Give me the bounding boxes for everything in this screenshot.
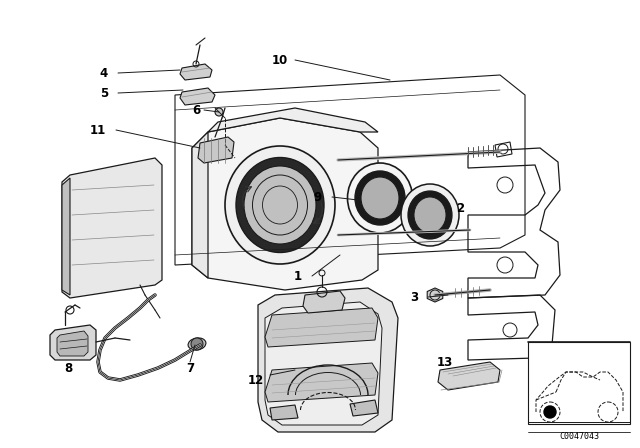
Polygon shape <box>270 405 298 420</box>
Text: 5: 5 <box>100 86 108 99</box>
Polygon shape <box>265 308 378 347</box>
Text: 6: 6 <box>192 103 200 116</box>
Text: 10: 10 <box>272 53 288 66</box>
Polygon shape <box>265 302 382 425</box>
Text: 13: 13 <box>437 356 453 369</box>
Circle shape <box>544 406 556 418</box>
Text: 1: 1 <box>294 270 302 283</box>
Polygon shape <box>303 291 345 313</box>
Text: 2: 2 <box>456 202 464 215</box>
Polygon shape <box>192 118 378 290</box>
Polygon shape <box>192 132 208 278</box>
Polygon shape <box>258 288 398 432</box>
Polygon shape <box>62 178 70 295</box>
Text: C0047043: C0047043 <box>559 431 599 440</box>
Bar <box>528 342 630 424</box>
Polygon shape <box>350 400 378 416</box>
Text: 4: 4 <box>100 66 108 79</box>
Ellipse shape <box>348 163 413 233</box>
Text: 7: 7 <box>186 362 194 375</box>
Text: 8: 8 <box>64 362 72 375</box>
Polygon shape <box>208 108 378 132</box>
Ellipse shape <box>414 197 446 233</box>
Text: 9: 9 <box>314 190 322 203</box>
Circle shape <box>191 338 203 350</box>
Ellipse shape <box>188 338 206 350</box>
Polygon shape <box>265 363 378 402</box>
Text: 3: 3 <box>410 290 418 303</box>
Polygon shape <box>428 288 443 302</box>
Polygon shape <box>62 158 162 298</box>
Polygon shape <box>57 331 88 356</box>
Ellipse shape <box>355 171 405 225</box>
Ellipse shape <box>408 191 452 239</box>
Text: 11: 11 <box>90 124 106 137</box>
Polygon shape <box>438 362 500 390</box>
Ellipse shape <box>401 184 459 246</box>
Polygon shape <box>180 64 212 80</box>
Ellipse shape <box>225 146 335 264</box>
Ellipse shape <box>361 177 399 219</box>
Text: 12: 12 <box>248 374 264 387</box>
Circle shape <box>215 108 223 116</box>
Polygon shape <box>180 88 215 105</box>
Ellipse shape <box>244 166 316 244</box>
Ellipse shape <box>236 158 324 253</box>
Polygon shape <box>50 325 96 360</box>
Polygon shape <box>198 137 234 163</box>
